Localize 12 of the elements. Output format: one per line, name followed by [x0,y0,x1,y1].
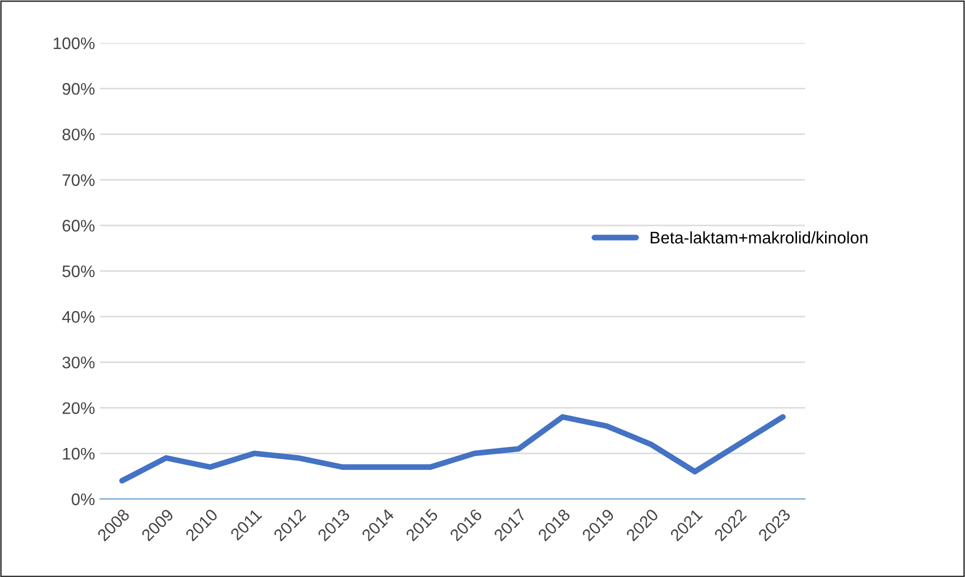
y-tick-label: 90% [62,83,95,95]
y-tick-label: 0% [72,493,95,506]
y-tick-label: 60% [62,220,95,232]
y-tick-label: 50% [62,265,95,278]
y-tick-label: 40% [62,311,95,323]
legend-label: Beta-laktam+makrolid/kinolon [650,231,868,244]
y-tick-label: 20% [62,402,95,414]
y-tick-label: 70% [62,174,95,186]
y-tick-label: 10% [63,448,95,460]
y-tick-label: 100% [54,37,95,50]
y-tick-label: 30% [62,356,95,368]
y-tick-label: 80% [62,128,95,140]
